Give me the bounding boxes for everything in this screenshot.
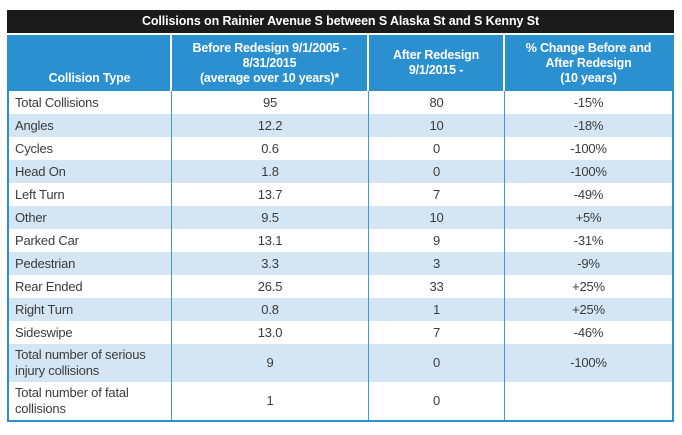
table-row: Other 9.5 10 +5% — [9, 206, 672, 229]
cell-before-value: 0.8 — [172, 298, 369, 321]
table-row: Cycles 0.6 0 -100% — [9, 137, 672, 160]
cell-after-value: 33 — [369, 275, 505, 298]
cell-collision-type: Head On — [9, 160, 172, 183]
cell-after-value: 0 — [369, 137, 505, 160]
table-row: Sideswipe 13.0 7 -46% — [9, 321, 672, 344]
column-header-percent-change: % Change Before and After Redesign (10 y… — [525, 40, 652, 85]
cell-percent-change: -46% — [573, 324, 604, 340]
cell-before-value: 13.1 — [172, 229, 369, 252]
cell-percent-change: -9% — [577, 255, 600, 271]
cell-collision-type: Total number of serious injury collision… — [9, 344, 172, 382]
cell-before-value: 1.8 — [172, 160, 369, 183]
cell-collision-type: Pedestrian — [9, 252, 172, 275]
collision-table: Collisions on Rainier Avenue S between S… — [7, 10, 674, 422]
cell-before-value: 0.6 — [172, 137, 369, 160]
cell-percent-change: -15% — [573, 94, 604, 110]
cell-percent-change: -100% — [570, 355, 607, 370]
table-row: Rear Ended 26.5 33 +25% — [9, 275, 672, 298]
cell-after-value: 0 — [369, 160, 505, 183]
cell-collision-type: Total number of fatal collisions — [9, 382, 172, 420]
cell-after-value: 0 — [369, 344, 505, 382]
cell-collision-type: Rear Ended — [9, 275, 172, 298]
cell-before-value: 26.5 — [172, 275, 369, 298]
table-title: Collisions on Rainier Avenue S between S… — [7, 10, 674, 33]
cell-after-value: 3 — [369, 252, 505, 275]
cell-percent-change: -31% — [573, 232, 604, 248]
cell-percent-change: +25% — [572, 301, 605, 317]
cell-percent-change: -18% — [573, 117, 604, 133]
cell-before-value: 9.5 — [172, 206, 369, 229]
cell-collision-type: Right Turn — [9, 298, 172, 321]
table-frame: Collision Type Before Redesign 9/1/2005 … — [7, 35, 674, 422]
cell-after-value: 10 — [369, 206, 505, 229]
cell-before-value: 3.3 — [172, 252, 369, 275]
cell-collision-type: Left Turn — [9, 183, 172, 206]
table-row: Angles 12.2 10 -18% — [9, 114, 672, 137]
cell-before-value: 9 — [172, 344, 369, 382]
cell-before-value: 95 — [172, 91, 369, 114]
table-row: Total Collisions 95 80 -15% — [9, 91, 672, 114]
cell-after-value: 7 — [369, 183, 505, 206]
cell-after-value: 0 — [369, 382, 505, 420]
table-row: Right Turn 0.8 1 +25% — [9, 298, 672, 321]
cell-percent-change: -100% — [570, 163, 607, 179]
cell-before-value: 13.0 — [172, 321, 369, 344]
cell-after-value: 7 — [369, 321, 505, 344]
column-header-after-redesign: After Redesign 9/1/2015 - — [369, 35, 505, 91]
cell-collision-type: Other — [9, 206, 172, 229]
table-row: Pedestrian 3.3 3 -9% — [9, 252, 672, 275]
cell-percent-change: +25% — [572, 278, 605, 294]
table-row: Total number of fatal collisions 1 0 — [9, 382, 672, 420]
cell-percent-change: -49% — [573, 186, 604, 202]
cell-percent-change: +5% — [575, 209, 602, 225]
cell-before-value: 13.7 — [172, 183, 369, 206]
cell-before-value: 12.2 — [172, 114, 369, 137]
cell-after-value: 9 — [369, 229, 505, 252]
table-row: Parked Car 13.1 9 -31% — [9, 229, 672, 252]
cell-after-value: 1 — [369, 298, 505, 321]
table-body: Total Collisions 95 80 -15% Angles 12.2 … — [9, 91, 672, 420]
cell-percent-change — [505, 382, 672, 420]
table-row: Head On 1.8 0 -100% — [9, 160, 672, 183]
cell-percent-change: -100% — [570, 140, 607, 156]
cell-before-value: 1 — [172, 382, 369, 420]
column-header-before-redesign: Before Redesign 9/1/2005 - 8/31/2015 (av… — [172, 35, 369, 91]
column-header-collision-type: Collision Type — [9, 35, 172, 91]
cell-after-value: 80 — [369, 91, 505, 114]
table-row: Total number of serious injury collision… — [9, 344, 672, 382]
cell-collision-type: Cycles — [9, 137, 172, 160]
cell-collision-type: Parked Car — [9, 229, 172, 252]
cell-collision-type: Total Collisions — [9, 91, 172, 114]
table-row: Left Turn 13.7 7 -49% — [9, 183, 672, 206]
cell-collision-type: Angles — [9, 114, 172, 137]
cell-after-value: 10 — [369, 114, 505, 137]
cell-collision-type: Sideswipe — [9, 321, 172, 344]
table-header-row: Collision Type Before Redesign 9/1/2005 … — [9, 35, 672, 91]
